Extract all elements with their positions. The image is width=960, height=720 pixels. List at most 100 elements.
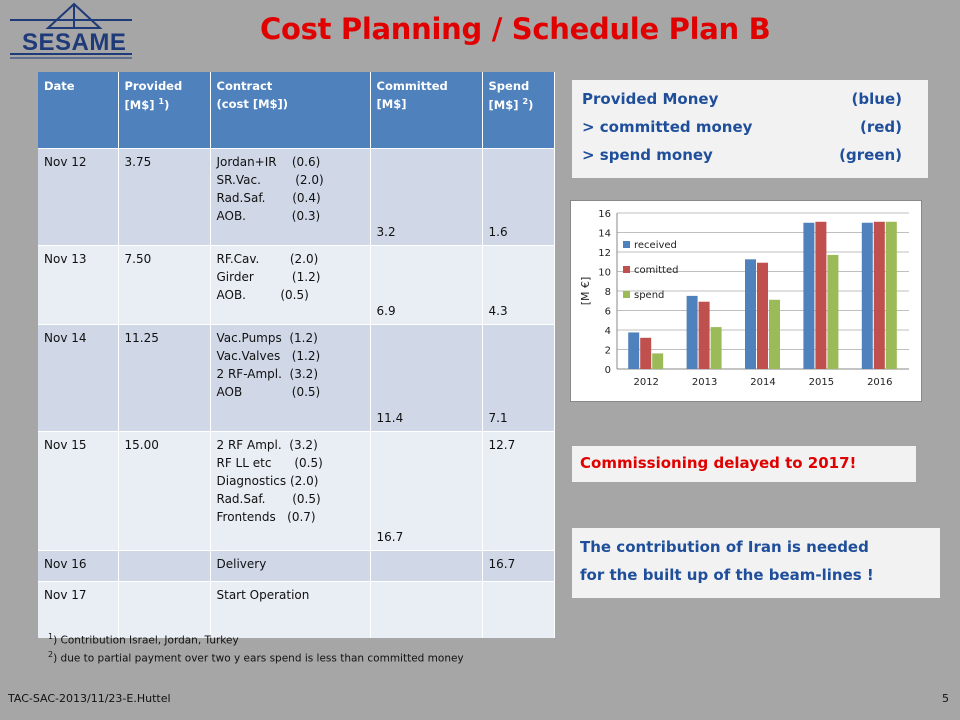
cell-committed-value: 11.4 xyxy=(376,411,404,425)
cell-spend-value: 7.1 xyxy=(488,411,508,425)
cell-provided: 15.00 xyxy=(118,431,211,551)
legend-description-box: Provided Money (blue) > committed money (r… xyxy=(572,80,928,178)
contract-line: AOB (0.5) xyxy=(216,385,321,399)
bar-received xyxy=(803,222,815,369)
header-date: Date xyxy=(38,72,119,149)
cell-contract: Vac.Pumps (1.2) Vac.Valves (1.2) 2 RF-Ampl… xyxy=(210,324,371,432)
cell-committed xyxy=(370,581,483,638)
legend-line-1: Provided Money (blue) xyxy=(582,90,902,108)
bar-comitted xyxy=(815,221,827,369)
x-tick-label: 2015 xyxy=(809,377,834,388)
iran-note-line-1: The contribution of Iran is needed xyxy=(580,538,869,556)
cell-spend-value: 16.7 xyxy=(488,557,516,571)
legend-swatch xyxy=(623,291,630,298)
cell-spend: 7.1 xyxy=(482,324,555,432)
contract-line: 2 RF Ampl. (3.2) xyxy=(216,438,318,452)
sesame-logo: SESAME xyxy=(8,2,134,60)
contract-line: AOB. (0.5) xyxy=(216,288,309,302)
y-tick-label: 16 xyxy=(598,209,611,220)
contract-line: 2 RF-Ampl. (3.2) xyxy=(216,367,319,381)
header-provided: Provided [M$] 1) xyxy=(118,72,211,149)
cell-committed xyxy=(370,550,483,582)
cell-spend: 16.7 xyxy=(482,550,555,582)
cell-contract: Jordan+IR (0.6) SR.Vac. (2.0) Rad.Saf. (0.… xyxy=(210,148,371,246)
cell-spend-value: 12.7 xyxy=(488,438,516,452)
cell-spend: 1.6 xyxy=(482,148,555,246)
chart-svg: 0 2 4 6 8 10 12 14 16 [M €] 2012 2013 2014 2015 2016 re… xyxy=(579,209,909,388)
cell-spend-value: 1.6 xyxy=(488,225,508,239)
y-tick-label: 2 xyxy=(605,346,611,357)
contract-line: Rad.Saf. (0.5) xyxy=(216,492,321,506)
bar-spend xyxy=(827,254,839,369)
contract-line: Jordan+IR (0.6) xyxy=(216,155,321,169)
contract-line: Delivery xyxy=(216,557,267,571)
table-row: Nov 15 15.00 2 RF Ampl. (3.2) RF LL etc (0.… xyxy=(38,431,555,551)
contract-line: Vac.Valves (1.2) xyxy=(216,349,321,363)
cell-date: Nov 16 xyxy=(38,550,119,582)
cell-contract: Delivery xyxy=(210,550,371,582)
x-tick-label: 2014 xyxy=(750,377,775,388)
cell-provided: 7.50 xyxy=(118,245,211,325)
y-tick-label: 14 xyxy=(598,229,611,240)
cell-contract: Start Operation xyxy=(210,581,371,638)
legend-label: spend xyxy=(634,290,664,301)
cell-spend-value: 4.3 xyxy=(488,304,508,318)
y-tick-label: 12 xyxy=(598,248,611,259)
x-tick-label: 2016 xyxy=(867,377,892,388)
cell-spend: 4.3 xyxy=(482,245,555,325)
x-tick-label: 2012 xyxy=(633,377,658,388)
cell-committed-value: 6.9 xyxy=(376,304,396,318)
bar-received xyxy=(686,295,698,369)
cell-committed-value: 3.2 xyxy=(376,225,396,239)
cell-committed: 16.7 xyxy=(370,431,483,551)
bar-received xyxy=(628,332,640,369)
cell-provided: 11.25 xyxy=(118,324,211,432)
cell-provided: 3.75 xyxy=(118,148,211,246)
page-number: 5 xyxy=(942,692,949,705)
table-row: Nov 13 7.50 RF.Cav. (2.0) Girder (1.2) AOB. … xyxy=(38,245,555,325)
cell-provided xyxy=(118,550,211,582)
cell-date: Nov 15 xyxy=(38,431,119,551)
y-tick-label: 6 xyxy=(605,307,611,318)
table-header-row: Date Provided [M$] 1) Contract (cost [M$])… xyxy=(38,72,555,149)
header-spend: Spend [M$] 2) xyxy=(482,72,555,149)
logo-graphic-icon xyxy=(10,2,132,59)
y-tick-label: 10 xyxy=(598,268,611,279)
legend-line-2: > committed money (red) xyxy=(582,118,902,136)
bar-comitted xyxy=(640,337,652,369)
commissioning-notice: Commissioning delayed to 2017! xyxy=(572,446,916,482)
legend-line-3: > spend money (green) xyxy=(582,146,902,164)
footnote-1: 1) Contribution Israel, Jordan, Turkey xyxy=(48,632,239,647)
legend-swatch xyxy=(623,241,630,248)
page-title: Cost Planning / Schedule Plan B xyxy=(260,12,771,46)
logo-text: SESAME xyxy=(22,29,127,56)
bar-received xyxy=(861,222,873,369)
bar-spend xyxy=(769,299,780,369)
bar-comitted xyxy=(698,301,710,369)
footnotes: 1) Contribution Israel, Jordan, Turkey 2… xyxy=(48,631,464,667)
legend-label: comitted xyxy=(634,265,678,276)
cell-spend xyxy=(482,581,555,638)
cell-spend: 12.7 xyxy=(482,431,555,551)
contract-line: Diagnostics (2.0) xyxy=(216,474,319,488)
contract-line: Vac.Pumps (1.2) xyxy=(216,331,318,345)
legend-swatch xyxy=(623,266,630,273)
table-row: Nov 12 3.75 Jordan+IR (0.6) SR.Vac. (2.0) Ra… xyxy=(38,148,555,246)
contract-line: RF LL etc (0.5) xyxy=(216,456,323,470)
cell-committed-value: 16.7 xyxy=(376,530,404,544)
cell-provided xyxy=(118,581,211,638)
bar-spend xyxy=(885,221,897,369)
y-tick-label: 8 xyxy=(605,287,611,298)
y-tick-label: 4 xyxy=(605,326,611,337)
bar-spend xyxy=(652,353,664,369)
header-committed: Committed [M$] xyxy=(370,72,483,149)
footnote-2: 2) due to partial payment over two y ear… xyxy=(48,649,464,665)
contract-line: Rad.Saf. (0.4) xyxy=(216,191,321,205)
footer-reference: TAC-SAC-2013/11/23-E.Huttel xyxy=(8,692,171,705)
schedule-table: Date Provided [M$] 1) Contract (cost [M$])… xyxy=(38,72,555,638)
cell-committed: 6.9 xyxy=(370,245,483,325)
bar-comitted xyxy=(873,221,885,369)
contract-line: RF.Cav. (2.0) xyxy=(216,252,319,266)
cost-bar-chart: 0 2 4 6 8 10 12 14 16 [M €] 2012 2013 2014 2015 2016 re… xyxy=(570,200,922,402)
